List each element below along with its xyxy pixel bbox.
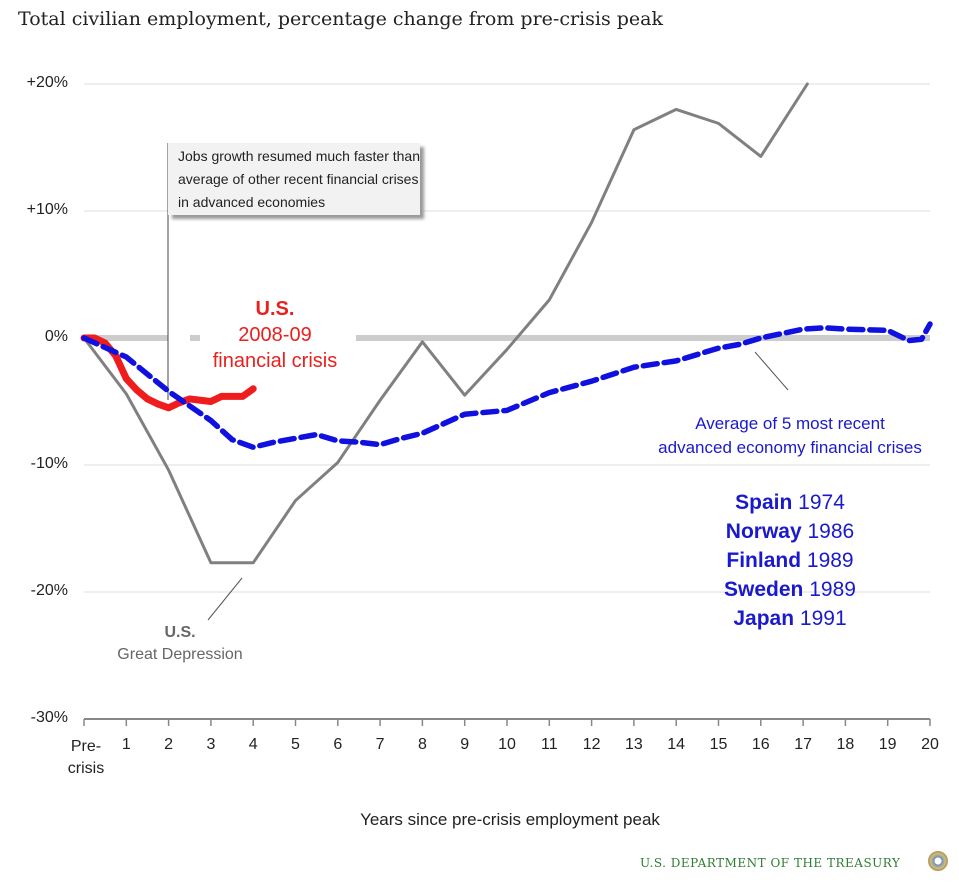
series-line-2 [81, 321, 933, 450]
y-tick-label: +20% [26, 74, 68, 91]
annotation-box: Jobs growth resumed much faster than ave… [168, 143, 420, 215]
y-tick-label: 0% [44, 328, 68, 345]
treasury-seal-icon [928, 851, 948, 871]
x-tick-label: 5 [291, 736, 300, 753]
x-tick-label: 19 [878, 736, 897, 753]
average-label: Average of 5 most recent advanced econom… [640, 412, 940, 460]
us-bold: U.S. [255, 298, 295, 320]
x-tick-label: Pre-crisis [67, 738, 105, 777]
country-item: Japan 1991 [733, 607, 847, 630]
country-list: Spain 1974 Norway 1986 Finland 1989 Swed… [680, 488, 900, 633]
series-line-0 [82, 82, 809, 565]
x-tick-label: 7 [375, 736, 385, 753]
y-tick-label: +10% [26, 201, 68, 218]
gd-desc: Great Depression [117, 646, 243, 663]
chart-title: Total civilian employment, percentage ch… [18, 8, 663, 30]
x-tick-label: 15 [709, 736, 728, 753]
x-tick-label: 12 [582, 736, 601, 753]
country-item: Spain 1974 [735, 491, 845, 514]
y-tick-label: -10% [30, 455, 68, 472]
x-tick-label: 4 [248, 736, 258, 753]
x-tick-label: 14 [667, 736, 686, 753]
gd-bold: U.S. [164, 624, 196, 641]
x-tick-label: 10 [498, 736, 516, 753]
x-tick-label: 9 [460, 736, 470, 753]
x-tick-label: 3 [206, 736, 216, 753]
us-years: 2008-09 [238, 324, 312, 346]
x-tick-label: 8 [417, 736, 427, 753]
gd-leader [207, 577, 243, 621]
x-tick-label: 1 [121, 736, 131, 753]
us-desc: financial crisis [212, 350, 338, 372]
great-depression-label: U.S. Great Depression [90, 622, 270, 666]
x-tick-label: 17 [794, 736, 812, 753]
y-tick-label: -30% [30, 709, 68, 726]
x-tick-label: 18 [836, 736, 855, 753]
x-tick-label: 2 [164, 736, 174, 753]
source-footer: U.S. DEPARTMENT OF THE TREASURY [640, 856, 901, 870]
country-item: Finland 1989 [726, 549, 854, 572]
country-item: Norway 1986 [725, 520, 855, 543]
us-2008-label: U.S. 2008-09 financial crisis [200, 296, 350, 374]
x-tick-label: 16 [751, 736, 770, 753]
avg-leader [754, 351, 789, 391]
x-tick-label: 6 [333, 736, 343, 753]
avg-line2: advanced economy financial crises [658, 438, 922, 457]
x-axis-label: Years since pre-crisis employment peak [360, 810, 660, 829]
x-tick-label: 20 [921, 736, 939, 753]
country-item: Sweden 1989 [724, 578, 856, 601]
avg-line1: Average of 5 most recent [695, 414, 885, 433]
x-tick-label: 13 [624, 736, 643, 753]
y-tick-label: -20% [30, 582, 68, 599]
x-tick-label: 11 [540, 736, 558, 753]
